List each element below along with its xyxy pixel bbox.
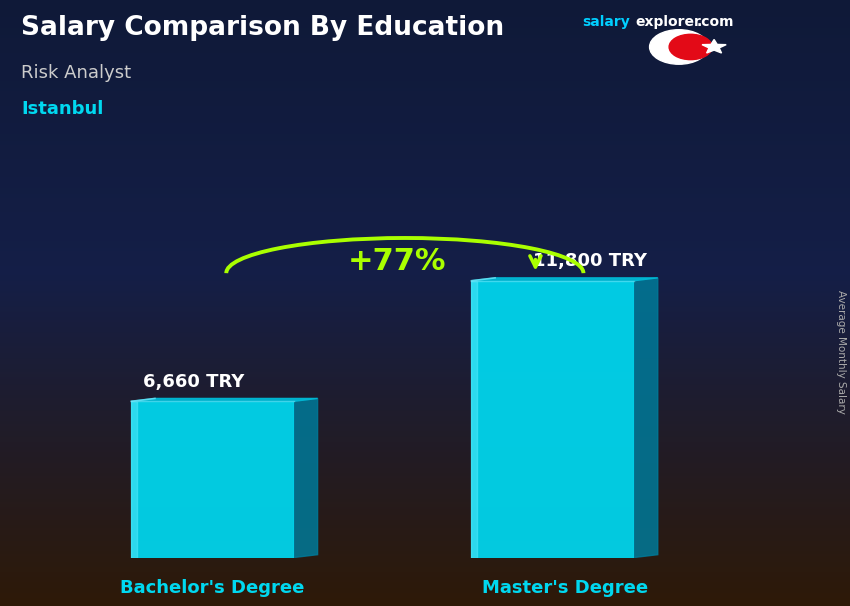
Text: Risk Analyst: Risk Analyst xyxy=(21,64,132,82)
Text: salary: salary xyxy=(582,15,630,29)
Polygon shape xyxy=(472,278,658,281)
Text: +77%: +77% xyxy=(348,247,447,276)
Text: .com: .com xyxy=(697,15,734,29)
Bar xyxy=(131,401,294,558)
Text: 11,800 TRY: 11,800 TRY xyxy=(534,252,648,270)
Polygon shape xyxy=(131,401,137,558)
Polygon shape xyxy=(634,278,658,558)
Circle shape xyxy=(649,30,708,64)
Polygon shape xyxy=(294,398,318,558)
Text: explorer: explorer xyxy=(636,15,701,29)
Text: Master's Degree: Master's Degree xyxy=(481,579,648,597)
Text: Istanbul: Istanbul xyxy=(21,100,104,118)
Bar xyxy=(472,281,634,558)
Polygon shape xyxy=(702,39,726,53)
Circle shape xyxy=(669,35,712,59)
Text: Bachelor's Degree: Bachelor's Degree xyxy=(121,579,305,597)
Text: Average Monthly Salary: Average Monthly Salary xyxy=(836,290,846,413)
Polygon shape xyxy=(131,398,318,401)
Text: Salary Comparison By Education: Salary Comparison By Education xyxy=(21,15,504,41)
Text: 6,660 TRY: 6,660 TRY xyxy=(144,373,245,391)
Polygon shape xyxy=(472,281,478,558)
